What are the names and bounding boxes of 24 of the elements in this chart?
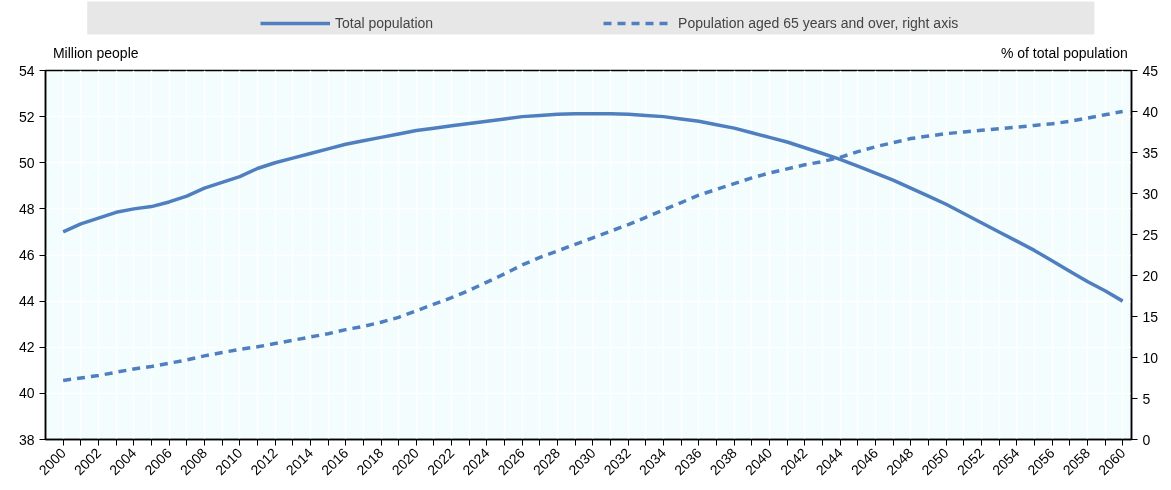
y2-tick-label: 15 [1142,308,1159,325]
y2-tick-label: 30 [1142,185,1159,202]
y2-tick-label: 45 [1142,62,1159,79]
y-tick-label: 44 [18,293,35,310]
y2-tick-label: 5 [1142,390,1151,407]
y2-tick-label: 35 [1142,144,1159,161]
legend-label: Population aged 65 years and over, right axis [678,15,959,31]
y2-tick-label: 25 [1142,226,1159,243]
y-axis-title: Million people [52,44,139,61]
y-tick-label: 38 [18,431,35,448]
y2-axis-title: % of total population [1000,44,1128,61]
y-tick-label: 48 [18,200,35,217]
y-tick-label: 40 [18,385,35,402]
y-tick-label: 54 [18,62,35,79]
y2-tick-label: 40 [1142,103,1159,120]
y2-tick-label: 10 [1142,349,1159,366]
y-tick-label: 42 [18,339,35,356]
legend-label: Total population [335,15,434,31]
y2-tick-label: 0 [1142,431,1151,448]
y-tick-label: 52 [18,108,35,125]
line-series [61,109,1125,383]
y-tick-label: 46 [18,247,35,263]
y-tick-label: 50 [18,154,35,171]
y2-tick-label: 20 [1142,267,1159,284]
